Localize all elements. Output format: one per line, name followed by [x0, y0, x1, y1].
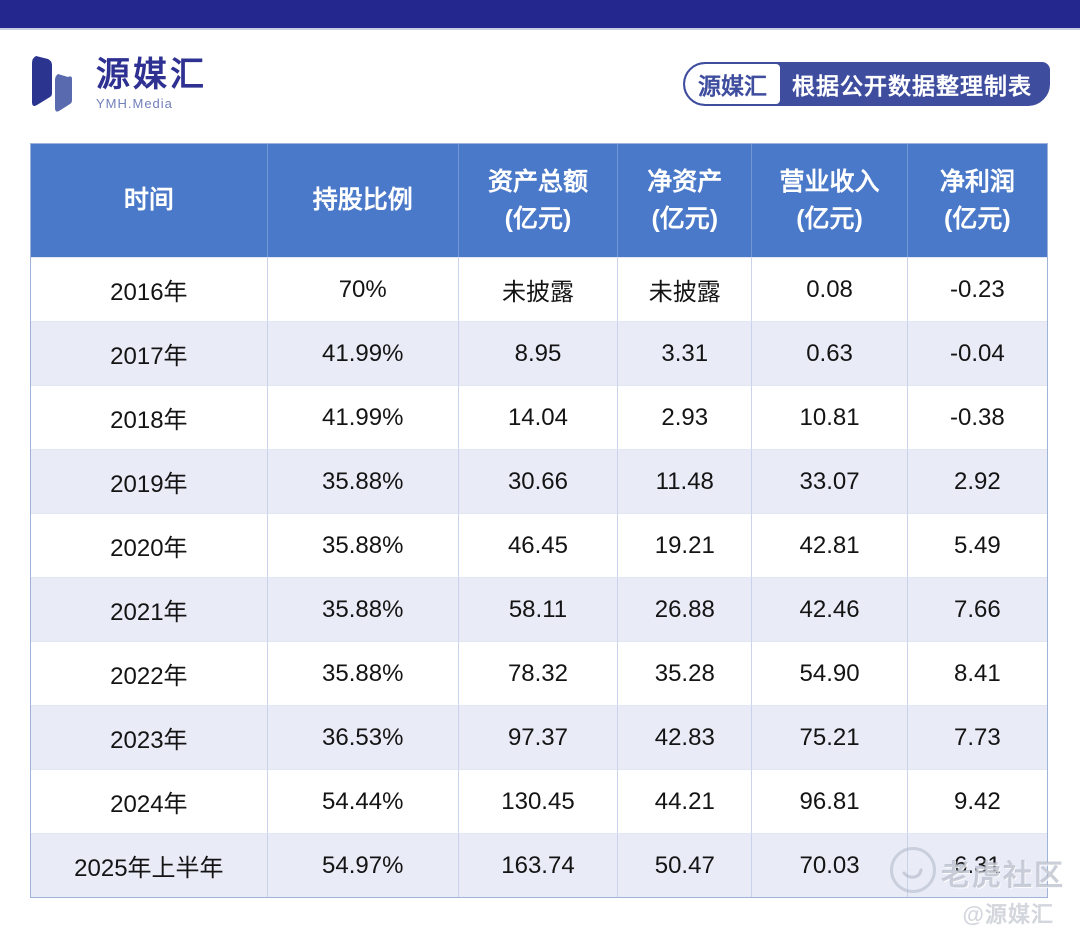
table-cell: 7.73	[907, 705, 1047, 769]
table-cell: 163.74	[458, 833, 619, 897]
column-header-0: 时间	[31, 144, 268, 257]
table-row: 2024年 54.44% 130.45 44.21 96.81 9.42	[31, 769, 1047, 833]
table-cell: 30.66	[458, 449, 619, 513]
table-cell: 130.45	[458, 769, 619, 833]
top-accent-bar	[0, 0, 1080, 30]
table-row: 2018年 41.99% 14.04 2.93 10.81 -0.38	[31, 385, 1047, 449]
table-cell: 35.88%	[267, 513, 459, 577]
table-cell: 36.53%	[267, 705, 459, 769]
table-cell: 5.49	[907, 513, 1047, 577]
column-header-2: 资产总额 (亿元)	[459, 144, 619, 257]
table-cell: 2025年上半年	[31, 833, 268, 897]
table-cell: 2023年	[31, 705, 268, 769]
table-cell: 2017年	[31, 321, 268, 385]
table-body: 2016年 70% 未披露 未披露 0.08 -0.23 2017年 41.99% 8.95 3.…	[31, 257, 1047, 897]
table-cell: 42.83	[618, 705, 753, 769]
table-row: 2019年 35.88% 30.66 11.48 33.07 2.92	[31, 449, 1047, 513]
logo-name: 源媒汇	[96, 55, 207, 94]
table-row: 2025年上半年 54.97% 163.74 50.47 70.03 6.31	[31, 833, 1047, 897]
handle-watermark-text: @源媒汇	[962, 902, 1054, 927]
table-cell: -0.38	[907, 385, 1047, 449]
table-row: 2023年 36.53% 97.37 42.83 75.21 7.73	[31, 705, 1047, 769]
table-cell: 10.81	[752, 385, 908, 449]
source-badge-text: 根据公开数据整理制表	[792, 73, 1032, 99]
table-cell: 未披露	[458, 257, 619, 321]
column-header-4: 营业收入 (亿元)	[752, 144, 908, 257]
logo-subtitle: YMH.Media	[96, 96, 173, 112]
table-cell: 未披露	[618, 257, 753, 321]
table-cell: 8.95	[458, 321, 619, 385]
table-cell: 54.97%	[267, 833, 459, 897]
table-cell: 2016年	[31, 257, 268, 321]
table-cell: 2.92	[907, 449, 1047, 513]
table-cell: 2020年	[31, 513, 268, 577]
table-cell: 54.90	[752, 641, 908, 705]
table-cell: 41.99%	[267, 321, 459, 385]
table-cell: 0.63	[752, 321, 908, 385]
table-cell: 70.03	[752, 833, 908, 897]
table-cell: 2024年	[31, 769, 268, 833]
table-cell: 6.31	[907, 833, 1047, 897]
table-cell: 58.11	[458, 577, 619, 641]
table-cell: 2022年	[31, 641, 268, 705]
table-cell: 78.32	[458, 641, 619, 705]
column-header-5: 净利润 (亿元)	[939, 168, 1015, 233]
table-row: 2022年 35.88% 78.32 35.28 54.90 8.41	[31, 641, 1047, 705]
table-cell: 2018年	[31, 385, 268, 449]
table-cell: 3.31	[618, 321, 753, 385]
brand-row: 源媒汇 YMH.Media 源媒汇 根据公开数据整理制表	[30, 48, 1050, 120]
table-cell: 35.88%	[267, 641, 459, 705]
table-cell: 97.37	[458, 705, 619, 769]
table-cell: 96.81	[752, 769, 908, 833]
table-cell: 42.81	[752, 513, 908, 577]
source-badge: 源媒汇 根据公开数据整理制表	[683, 62, 1050, 106]
table-cell: 19.21	[618, 513, 753, 577]
financial-data-table: 时间 持股比例 资产总额 (亿元) 净资产 (亿元) 营业收入 (亿元) 净利润 (亿元) 201…	[30, 143, 1048, 898]
table-cell: 26.88	[618, 577, 753, 641]
table-cell: 2021年	[31, 577, 268, 641]
table-cell: 50.47	[618, 833, 753, 897]
table-cell: 35.28	[618, 641, 753, 705]
table-row: 2016年 70% 未披露 未披露 0.08 -0.23	[31, 257, 1047, 321]
table-cell: 70%	[267, 257, 459, 321]
table-cell: 14.04	[458, 385, 619, 449]
table-cell: 33.07	[752, 449, 908, 513]
column-header-1: 持股比例	[268, 144, 459, 257]
table-cell: 35.88%	[267, 577, 459, 641]
column-header-3: 净资产 (亿元)	[618, 144, 753, 257]
table-cell: 7.66	[907, 577, 1047, 641]
table-row: 2017年 41.99% 8.95 3.31 0.63 -0.04	[31, 321, 1047, 385]
logo: 源媒汇 YMH.Media	[30, 52, 207, 116]
table-cell: 42.46	[752, 577, 908, 641]
table-cell: 11.48	[618, 449, 753, 513]
table-cell: 9.42	[907, 769, 1047, 833]
table-cell: 46.45	[458, 513, 619, 577]
table-cell: 35.88%	[267, 449, 459, 513]
logo-icon	[32, 56, 72, 112]
table-cell: 2019年	[31, 449, 268, 513]
table-cell: 44.21	[618, 769, 753, 833]
table-cell: 41.99%	[267, 385, 459, 449]
table-cell: 0.08	[752, 257, 908, 321]
table-cell: -0.23	[907, 257, 1047, 321]
table-cell: -0.04	[907, 321, 1047, 385]
table-cell: 54.44%	[267, 769, 459, 833]
table-header-row: 时间 持股比例 资产总额 (亿元) 净资产 (亿元) 营业收入 (亿元) 净利润 (亿元)	[31, 144, 1047, 257]
source-badge-brand: 源媒汇	[685, 64, 780, 104]
table-cell: 2.93	[618, 385, 753, 449]
table-row: 2020年 35.88% 46.45 19.21 42.81 5.49	[31, 513, 1047, 577]
table-cell: 75.21	[752, 705, 908, 769]
table-row: 2021年 35.88% 58.11 26.88 42.46 7.66	[31, 577, 1047, 641]
table-cell: 8.41	[907, 641, 1047, 705]
